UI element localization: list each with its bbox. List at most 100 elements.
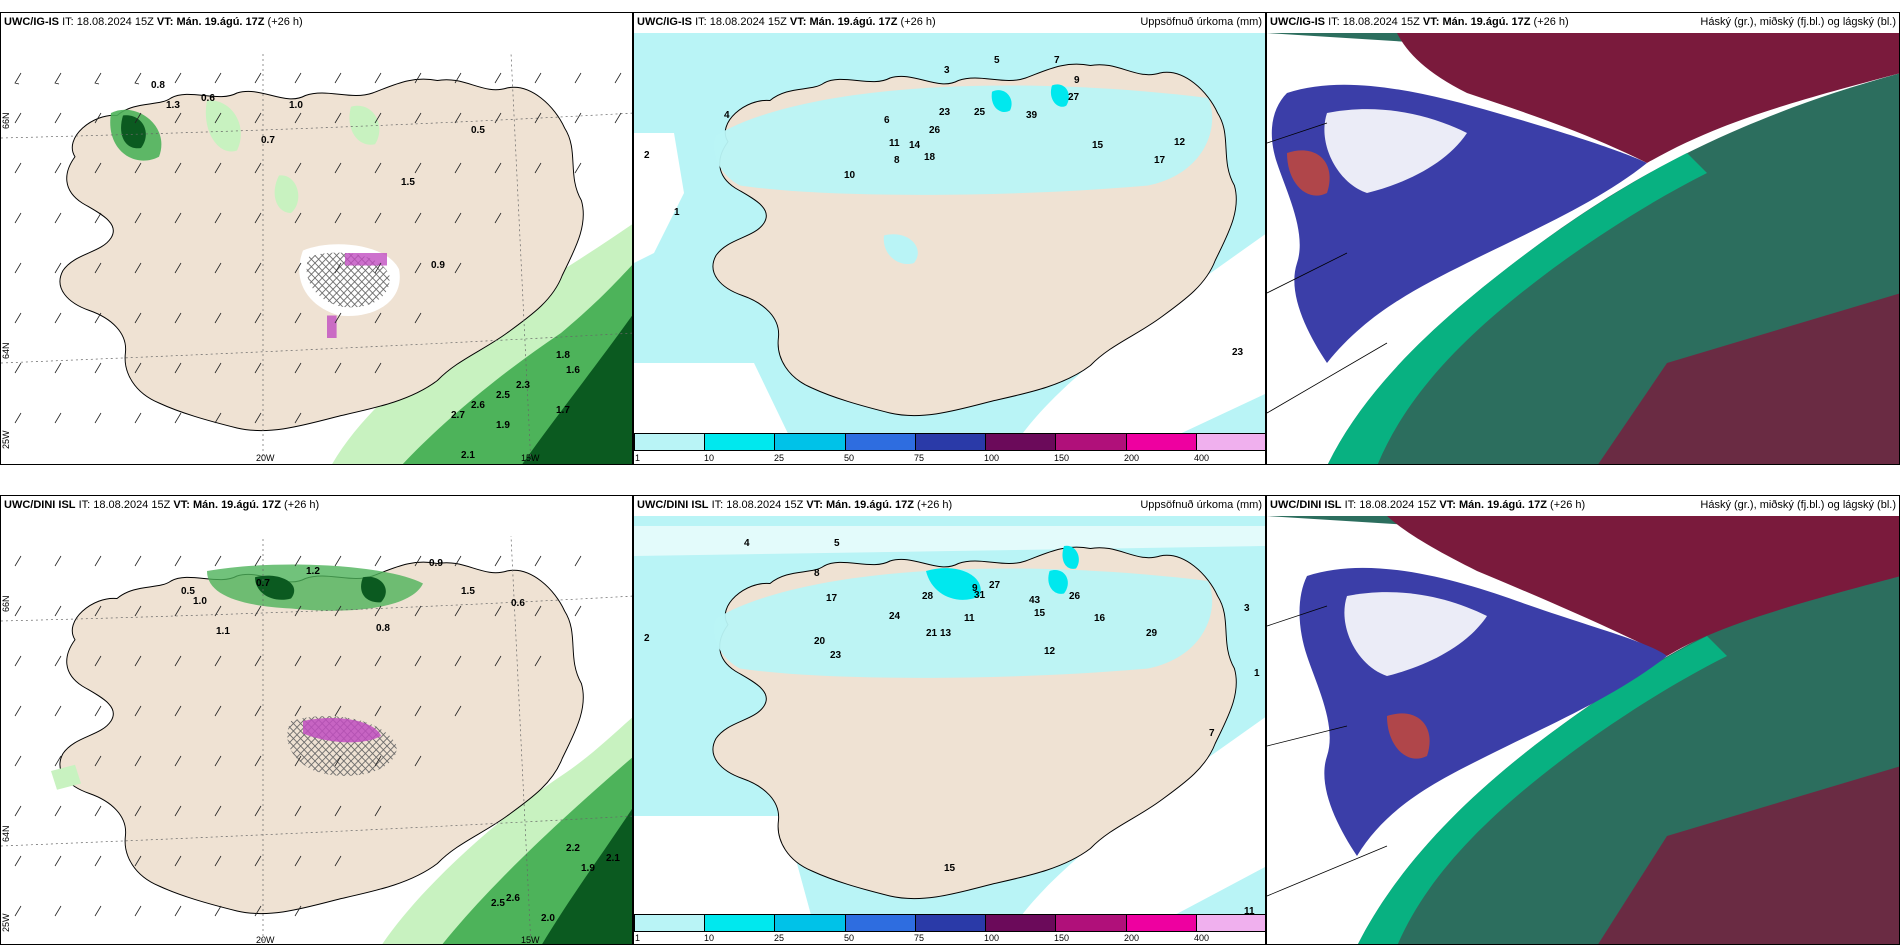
colorbar-tick: 100 [984, 453, 1000, 463]
map-panel-wind-igis: UWC/IG-IS IT: 18.08.2024 15Z VT: Mán. 19… [0, 12, 633, 465]
svg-text:25: 25 [974, 107, 986, 118]
lead-time: (+26 h) [900, 16, 936, 28]
colorbar-cell [705, 433, 776, 451]
svg-text:6: 6 [884, 115, 890, 126]
value-label: 2.6 [471, 400, 485, 411]
value-label: 1.3 [166, 100, 180, 111]
cloud-cover-map [1267, 33, 1899, 464]
colorbar-tick: 400 [1194, 933, 1210, 943]
model-name: UWC/IG-IS [4, 16, 59, 28]
colorbar-tick: 25 [774, 933, 785, 943]
colorbar-cell [1126, 914, 1197, 932]
lat-label-66: 66N [1, 112, 11, 129]
it-time: 18.08.2024 15Z [76, 16, 154, 28]
vt-label: VT: [156, 16, 174, 28]
vt-time: Mán. 19.ágú. 17Z [1458, 499, 1547, 511]
colorbar-cell [775, 914, 846, 932]
svg-text:15: 15 [1092, 140, 1104, 151]
svg-text:2.6: 2.6 [506, 893, 520, 904]
value-label: 0.9 [431, 260, 445, 271]
colorbar-tick: 200 [1124, 453, 1140, 463]
colorbar-cell [986, 914, 1057, 932]
colorbar-cell [1056, 914, 1127, 932]
value-label: 0.7 [261, 135, 275, 146]
svg-text:2.1: 2.1 [606, 853, 620, 864]
it-label: IT: [62, 16, 74, 28]
wind-barbs [14, 72, 622, 424]
colorbar-cell [705, 914, 776, 932]
panel-header: UWC/IG-IS IT: 18.08.2024 15Z VT: Mán. 19… [637, 16, 1262, 32]
it-label: IT: [1328, 16, 1340, 28]
it-time: 18.08.2024 15Z [1342, 16, 1420, 28]
it-time: 18.08.2024 15Z [1359, 499, 1437, 511]
model-name: UWC/DINI ISL [637, 499, 709, 511]
svg-text:23: 23 [939, 107, 951, 118]
colorbar-tick: 75 [914, 453, 925, 463]
vt-time: Mán. 19.ágú. 17Z [176, 16, 265, 28]
svg-text:27: 27 [1068, 92, 1080, 103]
svg-text:15: 15 [944, 863, 956, 874]
value-label: 2.5 [496, 390, 510, 401]
svg-text:0.5: 0.5 [181, 586, 195, 597]
svg-text:43: 43 [1029, 595, 1041, 606]
colorbar-cell [915, 914, 987, 932]
svg-text:27: 27 [989, 580, 1001, 591]
it-label: IT: [695, 16, 707, 28]
svg-text:1.1: 1.1 [216, 626, 230, 637]
svg-text:2: 2 [644, 633, 650, 644]
field-title: Háský (gr.), miðský (fj.bl.) og lágský (… [1700, 499, 1896, 511]
wind-value-labels: 0.5 1.0 0.7 1.2 0.9 0.6 0.8 1.5 2.2 2.1 … [181, 558, 620, 924]
colorbar-tick: 1 [635, 453, 641, 463]
it-label: IT: [78, 499, 91, 511]
vt-time: Mán. 19.ágú. 17Z [809, 16, 898, 28]
svg-text:1.5: 1.5 [461, 586, 475, 597]
precip-colorbar [634, 914, 1265, 932]
value-label: 1.5 [401, 177, 415, 188]
svg-text:3: 3 [1244, 603, 1250, 614]
it-time: 18.08.2024 15Z [93, 499, 171, 511]
vt-label: VT: [1422, 16, 1440, 28]
model-name: UWC/DINI ISL [1270, 499, 1342, 511]
wind-value-labels: 0.8 1.3 0.6 1.0 0.7 0.5 1.5 0.9 2.5 1.8 … [151, 80, 580, 461]
lead-time: (+26 h) [284, 499, 320, 511]
lon-label-25: 25W [1, 430, 11, 449]
model-name: UWC/IG-IS [637, 16, 692, 28]
lon-label-20: 20W [256, 453, 275, 463]
value-label: 2.1 [461, 450, 475, 461]
svg-text:17: 17 [826, 593, 838, 604]
colorbar-cell [1196, 914, 1265, 932]
cloud-cover-map [1267, 516, 1899, 944]
panel-header: UWC/IG-IS IT: 18.08.2024 15Z VT: Mán. 19… [1270, 16, 1896, 32]
colorbar-cell [1196, 433, 1265, 451]
svg-text:1.0: 1.0 [193, 596, 207, 607]
it-time: 18.08.2024 15Z [709, 16, 787, 28]
vt-label: VT: [789, 16, 807, 28]
colorbar-tick: 200 [1124, 933, 1140, 943]
precip-value-labels: 4 5 8 17 20 23 24 28 27 31 43 15 26 16 2… [644, 538, 1260, 917]
value-label: 1.0 [289, 100, 303, 111]
svg-text:0.7: 0.7 [256, 578, 270, 589]
svg-text:5: 5 [834, 538, 840, 549]
wind-precip-map: 0.8 1.3 0.6 1.0 0.7 0.5 1.5 0.9 2.5 1.8 … [1, 33, 632, 464]
svg-text:0.8: 0.8 [376, 623, 390, 634]
svg-text:23: 23 [830, 650, 842, 661]
svg-text:2.0: 2.0 [541, 913, 555, 924]
vt-time: Mán. 19.ágú. 17Z [192, 499, 281, 511]
svg-text:8: 8 [814, 568, 820, 579]
wind-barbs [14, 555, 582, 917]
panel-header: UWC/IG-IS IT: 18.08.2024 15Z VT: Mán. 19… [4, 16, 629, 32]
vt-label: VT: [1439, 499, 1456, 511]
colorbar-tick: 1 [635, 933, 641, 943]
colorbar-cell [915, 433, 987, 451]
map-panel-clouds-dini: UWC/DINI ISL IT: 18.08.2024 15Z VT: Mán.… [1266, 495, 1900, 945]
svg-text:31: 31 [974, 590, 986, 601]
svg-text:28: 28 [922, 591, 934, 602]
lon-label-25: 25W [1, 913, 11, 932]
lead-time: (+26 h) [917, 499, 953, 511]
svg-text:5: 5 [994, 55, 1000, 66]
svg-text:1: 1 [1254, 668, 1260, 679]
svg-text:2.2: 2.2 [566, 843, 580, 854]
vt-time: Mán. 19.ágú. 17Z [1442, 16, 1531, 28]
colorbar-cell [986, 433, 1057, 451]
colorbar-tick: 150 [1054, 453, 1070, 463]
